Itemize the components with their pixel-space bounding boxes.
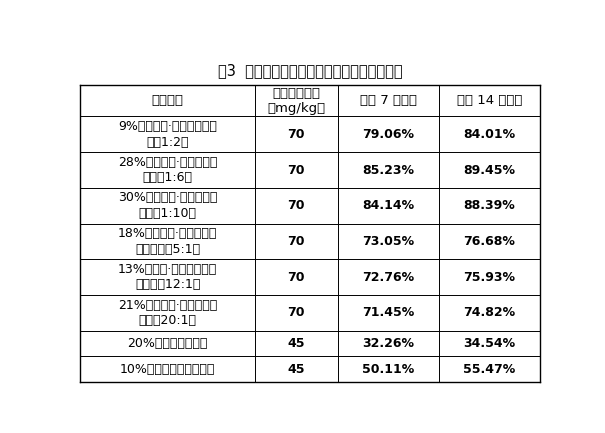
Text: 9%苯噻菌酯·多抗霉素水乳
剂（1:2）: 9%苯噻菌酯·多抗霉素水乳 剂（1:2） <box>118 120 217 149</box>
Text: 20%苯噻菌酯悬浮剂: 20%苯噻菌酯悬浮剂 <box>128 337 208 350</box>
Text: 70: 70 <box>287 199 305 212</box>
Text: 13%噻菌酯·多抗霉素可湿
性粉剂（12:1）: 13%噻菌酯·多抗霉素可湿 性粉剂（12:1） <box>118 263 217 291</box>
Text: 30%苯噻菌酯·多抗霉素微
乳剂（1:10）: 30%苯噻菌酯·多抗霉素微 乳剂（1:10） <box>118 191 217 220</box>
Text: 70: 70 <box>287 235 305 248</box>
Text: 表3  不同药剂处理防治苹果斑点落叶病的效果: 表3 不同药剂处理防治苹果斑点落叶病的效果 <box>218 64 402 79</box>
Text: 72.76%: 72.76% <box>362 271 414 284</box>
Text: 药后 14 天防效: 药后 14 天防效 <box>457 94 522 107</box>
Text: 89.45%: 89.45% <box>463 164 515 177</box>
Text: 21%苯噻菌酯·多抗霉素悬
浮剂（20:1）: 21%苯噻菌酯·多抗霉素悬 浮剂（20:1） <box>118 298 217 327</box>
Text: 74.82%: 74.82% <box>463 306 515 319</box>
Text: 76.68%: 76.68% <box>463 235 515 248</box>
Text: 70: 70 <box>287 271 305 284</box>
Text: 73.05%: 73.05% <box>362 235 414 248</box>
Text: 34.54%: 34.54% <box>463 337 515 350</box>
Text: 70: 70 <box>287 306 305 319</box>
Text: 84.01%: 84.01% <box>463 128 515 141</box>
Text: 50.11%: 50.11% <box>362 363 414 376</box>
Text: 45: 45 <box>287 337 305 350</box>
Text: 供试药剂: 供试药剂 <box>152 94 184 107</box>
Text: 10%多抗霉素可湿性粉剂: 10%多抗霉素可湿性粉剂 <box>120 363 215 376</box>
Text: 71.45%: 71.45% <box>362 306 414 319</box>
Text: 45: 45 <box>287 363 305 376</box>
Text: 79.06%: 79.06% <box>362 128 414 141</box>
Text: 药后 7 天防效: 药后 7 天防效 <box>360 94 417 107</box>
Text: 有效成分用量
（mg/kg）: 有效成分用量 （mg/kg） <box>267 87 325 115</box>
Text: 88.39%: 88.39% <box>463 199 515 212</box>
Text: 70: 70 <box>287 164 305 177</box>
Text: 18%苯噻菌酯·多抗霉素水
分散粒剂（5:1）: 18%苯噻菌酯·多抗霉素水 分散粒剂（5:1） <box>118 227 217 255</box>
Text: 75.93%: 75.93% <box>463 271 515 284</box>
Text: 84.14%: 84.14% <box>362 199 414 212</box>
Text: 32.26%: 32.26% <box>362 337 414 350</box>
Text: 55.47%: 55.47% <box>463 363 515 376</box>
Text: 28%苯噻菌酯·多抗霉素颗
粒剂（1:6）: 28%苯噻菌酯·多抗霉素颗 粒剂（1:6） <box>118 156 217 184</box>
Text: 70: 70 <box>287 128 305 141</box>
Text: 85.23%: 85.23% <box>362 164 414 177</box>
